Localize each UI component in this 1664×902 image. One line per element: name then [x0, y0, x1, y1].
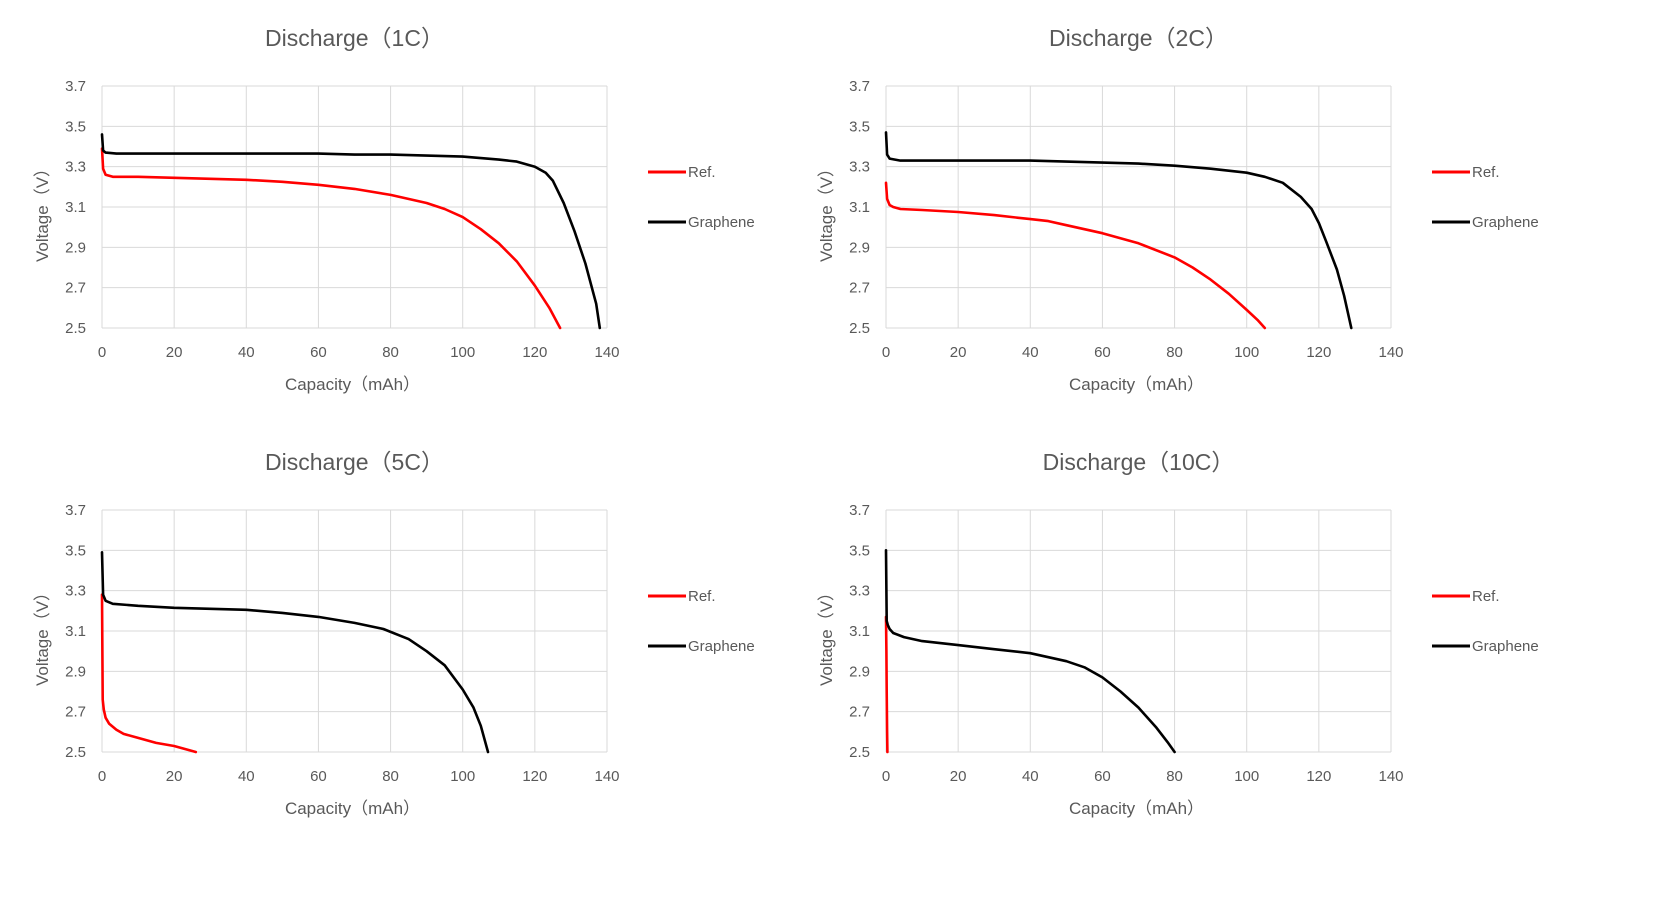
- y-tick-label: 3.7: [849, 502, 870, 519]
- y-tick-label: 2.5: [849, 744, 870, 761]
- x-tick-label: 140: [594, 768, 619, 785]
- y-tick-label: 2.9: [849, 239, 870, 256]
- series-line-graphene: [100, 551, 490, 754]
- legend-label-graphene: Graphene: [688, 638, 755, 655]
- y-axis-label: Voltage（V）: [33, 584, 52, 686]
- legend-label-graphene: Graphene: [688, 214, 755, 231]
- x-axis-label: Capacity（mAh）: [1069, 375, 1204, 394]
- y-tick-label: 3.7: [65, 78, 86, 95]
- x-tick-label: 40: [238, 768, 255, 785]
- x-tick-label: 140: [594, 344, 619, 361]
- chart-title: Discharge（5C）: [265, 449, 444, 475]
- y-tick-label: 3.3: [65, 583, 86, 600]
- legend-label-ref: Ref.: [688, 588, 716, 605]
- series-line-ref: [100, 593, 198, 754]
- chart-svg: Discharge（5C） 2.5 2.7 2.9 3.1 3.3 3.5 3.7 0 20 40 6…: [33, 449, 755, 818]
- legend-label-graphene: Graphene: [1472, 638, 1539, 655]
- chart-panel-1c: Discharge（1C） 2.5 2.7 2.9 3.1 3.3 3.5 3.7 0 20 40 6…: [0, 0, 832, 451]
- x-tick-label: 60: [1094, 768, 1111, 785]
- x-tick-label: 0: [882, 344, 890, 361]
- chart-svg: Discharge（2C） 2.5 2.7 2.9 3.1 3.3 3.5 3.7 0 20 40 6…: [817, 25, 1539, 394]
- series-line-graphene: [884, 131, 1353, 330]
- x-tick-label: 60: [310, 344, 327, 361]
- y-tick-label: 3.7: [849, 78, 870, 95]
- y-tick-label: 3.5: [65, 542, 86, 559]
- x-tick-label: 0: [98, 768, 106, 785]
- x-tick-label: 0: [882, 768, 890, 785]
- x-tick-label: 140: [1378, 768, 1403, 785]
- y-axis-label: Voltage（V）: [33, 160, 52, 262]
- y-tick-label: 3.1: [65, 623, 86, 640]
- chart-title: Discharge（10C）: [1043, 449, 1235, 475]
- y-tick-label: 2.7: [65, 280, 86, 297]
- x-tick-label: 120: [1306, 344, 1331, 361]
- x-tick-label: 40: [238, 344, 255, 361]
- legend-label-ref: Ref.: [1472, 164, 1500, 181]
- legend-label-ref: Ref.: [1472, 588, 1500, 605]
- y-tick-label: 2.9: [65, 239, 86, 256]
- x-tick-label: 60: [1094, 344, 1111, 361]
- x-tick-label: 80: [1166, 768, 1183, 785]
- x-tick-label: 100: [450, 344, 475, 361]
- x-tick-label: 100: [450, 768, 475, 785]
- y-tick-label: 3.5: [849, 118, 870, 135]
- x-axis-label: Capacity（mAh）: [285, 375, 420, 394]
- legend-label-graphene: Graphene: [1472, 214, 1539, 231]
- y-tick-label: 3.3: [849, 583, 870, 600]
- y-axis-label: Voltage（V）: [817, 160, 836, 262]
- y-tick-label: 3.1: [849, 623, 870, 640]
- x-tick-label: 100: [1234, 768, 1259, 785]
- series-line-graphene: [884, 549, 1176, 754]
- series-line-ref: [100, 147, 562, 330]
- y-tick-label: 3.3: [65, 159, 86, 176]
- x-tick-label: 40: [1022, 344, 1039, 361]
- x-tick-label: 0: [98, 344, 106, 361]
- y-tick-label: 2.7: [65, 704, 86, 721]
- y-tick-label: 3.1: [65, 199, 86, 216]
- y-tick-label: 2.7: [849, 280, 870, 297]
- chart-panel-10c: Discharge（10C） 2.5 2.7 2.9 3.1 3.3 3.5 3.7 0 20 40…: [784, 424, 1616, 875]
- x-axis-label: Capacity（mAh）: [1069, 799, 1204, 818]
- legend-label-ref: Ref.: [688, 164, 716, 181]
- chart-title: Discharge（1C）: [265, 25, 444, 51]
- x-tick-label: 20: [166, 344, 183, 361]
- x-tick-label: 80: [382, 768, 399, 785]
- x-tick-label: 140: [1378, 344, 1403, 361]
- chart-panel-2c: Discharge（2C） 2.5 2.7 2.9 3.1 3.3 3.5 3.7 0 20 40 6…: [784, 0, 1616, 451]
- y-tick-label: 3.3: [849, 159, 870, 176]
- x-tick-label: 80: [382, 344, 399, 361]
- x-axis-label: Capacity（mAh）: [285, 799, 420, 818]
- x-tick-label: 120: [1306, 768, 1331, 785]
- x-tick-label: 100: [1234, 344, 1259, 361]
- y-tick-label: 2.5: [65, 744, 86, 761]
- y-tick-label: 3.5: [849, 542, 870, 559]
- series-line-graphene: [100, 133, 602, 330]
- x-tick-label: 20: [166, 768, 183, 785]
- chart-title: Discharge（2C）: [1049, 25, 1228, 51]
- y-tick-label: 2.9: [65, 663, 86, 680]
- series-line-ref: [884, 181, 1267, 330]
- x-tick-label: 40: [1022, 768, 1039, 785]
- x-tick-label: 20: [950, 344, 967, 361]
- x-tick-label: 80: [1166, 344, 1183, 361]
- x-tick-label: 20: [950, 768, 967, 785]
- series-line-ref: [884, 615, 889, 754]
- chart-panel-5c: Discharge（5C） 2.5 2.7 2.9 3.1 3.3 3.5 3.7 0 20 40 6…: [0, 424, 832, 875]
- y-tick-label: 3.5: [65, 118, 86, 135]
- chart-svg: Discharge（1C） 2.5 2.7 2.9 3.1 3.3 3.5 3.7 0 20 40 6…: [33, 25, 755, 394]
- x-tick-label: 60: [310, 768, 327, 785]
- y-axis-label: Voltage（V）: [817, 584, 836, 686]
- y-tick-label: 2.7: [849, 704, 870, 721]
- y-tick-label: 3.1: [849, 199, 870, 216]
- chart-svg: Discharge（10C） 2.5 2.7 2.9 3.1 3.3 3.5 3.7 0 20 40…: [817, 449, 1539, 818]
- x-tick-label: 120: [522, 344, 547, 361]
- x-tick-label: 120: [522, 768, 547, 785]
- y-tick-label: 2.9: [849, 663, 870, 680]
- y-tick-label: 3.7: [65, 502, 86, 519]
- y-tick-label: 2.5: [849, 320, 870, 337]
- y-tick-label: 2.5: [65, 320, 86, 337]
